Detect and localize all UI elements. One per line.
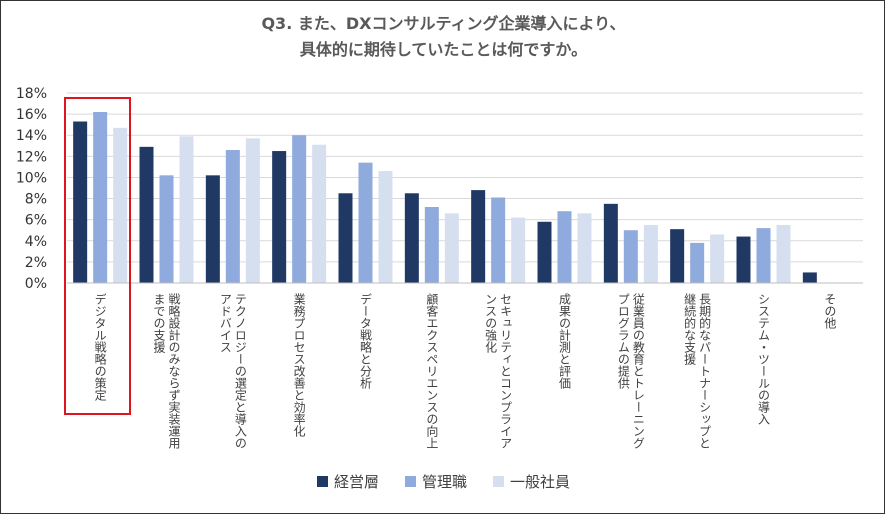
category-label: デジタル戦略の策定: [93, 293, 107, 402]
bar: [736, 236, 751, 283]
bar: [557, 211, 572, 283]
bar: [292, 135, 307, 283]
bar: [159, 175, 174, 283]
y-tick-label: 16%: [16, 107, 47, 123]
bar: [690, 242, 705, 283]
category-label: プログラムの提供: [616, 293, 630, 389]
bar: [802, 272, 817, 283]
highlight-box: [64, 97, 131, 415]
category-label: 長期的なパートナーシップと: [698, 293, 712, 449]
legend-label: 経営層: [333, 473, 379, 491]
chart-title: Q3. また、DXコンサルティング企業導入により、 具体的に期待していたことは何で…: [1, 11, 885, 63]
legend-swatch: [404, 476, 416, 487]
legend-label: 管理職: [421, 473, 467, 491]
bar: [179, 136, 194, 283]
bar: [577, 213, 592, 283]
bar: [776, 224, 791, 283]
legend-label: 一般社員: [510, 473, 571, 491]
legend-item: 経営層: [316, 471, 379, 492]
bar: [603, 203, 618, 283]
y-tick-label: 12%: [16, 149, 47, 165]
bar: [471, 190, 486, 283]
category-label: 継続的な支援: [683, 292, 697, 366]
bar: [444, 213, 459, 283]
bar: [424, 207, 439, 283]
bar: [670, 229, 685, 283]
y-tick-label: 2%: [25, 255, 47, 271]
legend-swatch: [316, 476, 328, 487]
bar: [358, 162, 373, 283]
bar: [491, 197, 506, 283]
bar: [378, 171, 393, 283]
category-label: 業務プロセス改善と効率化: [292, 293, 306, 438]
bar: [338, 193, 353, 283]
category-label: 成果の計測と評価: [558, 293, 572, 389]
category-label: その他: [823, 293, 837, 329]
category-label: テクノロジーの選定と導入の: [233, 293, 247, 449]
bar: [537, 221, 552, 283]
bar: [511, 217, 526, 283]
y-tick-label: 10%: [16, 170, 47, 186]
legend: 経営層 管理職 一般社員: [1, 471, 885, 492]
legend-swatch: [493, 476, 504, 487]
category-label: 従業員の教育とトレーニング: [631, 293, 645, 449]
bar: [404, 193, 419, 283]
chart-title-line: Q3. また、DXコンサルティング企業導入により、: [261, 14, 626, 33]
bar: [73, 121, 88, 283]
bar: [113, 127, 128, 283]
y-tick-label: 6%: [25, 213, 47, 229]
bar: [139, 146, 154, 283]
bar: [710, 234, 725, 283]
bar: [93, 112, 108, 283]
category-label: までの支援: [152, 293, 166, 354]
category-label: システム・ツールの導入: [757, 293, 771, 425]
category-label: セキュリティとコンプライア: [499, 293, 513, 449]
bar: [245, 138, 260, 283]
category-label: データ戦略と分析: [359, 293, 373, 390]
chart-title-line: 具体的に期待していたことは何ですか。: [299, 40, 588, 59]
y-tick-label: 0%: [25, 276, 47, 292]
y-tick-label: 8%: [25, 192, 47, 208]
category-label: 顧客エクスペリエンスの向上: [425, 292, 439, 449]
y-tick-label: 14%: [16, 128, 47, 144]
category-label: 戦略設計のみならず実装運用: [167, 293, 181, 450]
bar: [756, 228, 771, 283]
bar: [643, 224, 658, 283]
bar: [272, 151, 287, 283]
category-label: アドバイス: [218, 293, 232, 353]
bar: [205, 175, 220, 283]
bar: [623, 230, 638, 283]
legend-item: 管理職: [404, 471, 467, 492]
y-tick-label: 18%: [16, 86, 47, 102]
category-label: ンスの強化: [484, 293, 498, 354]
y-tick-label: 4%: [25, 234, 47, 250]
legend-item: 一般社員: [493, 471, 570, 492]
bar: [312, 144, 327, 283]
bar: [225, 150, 240, 283]
